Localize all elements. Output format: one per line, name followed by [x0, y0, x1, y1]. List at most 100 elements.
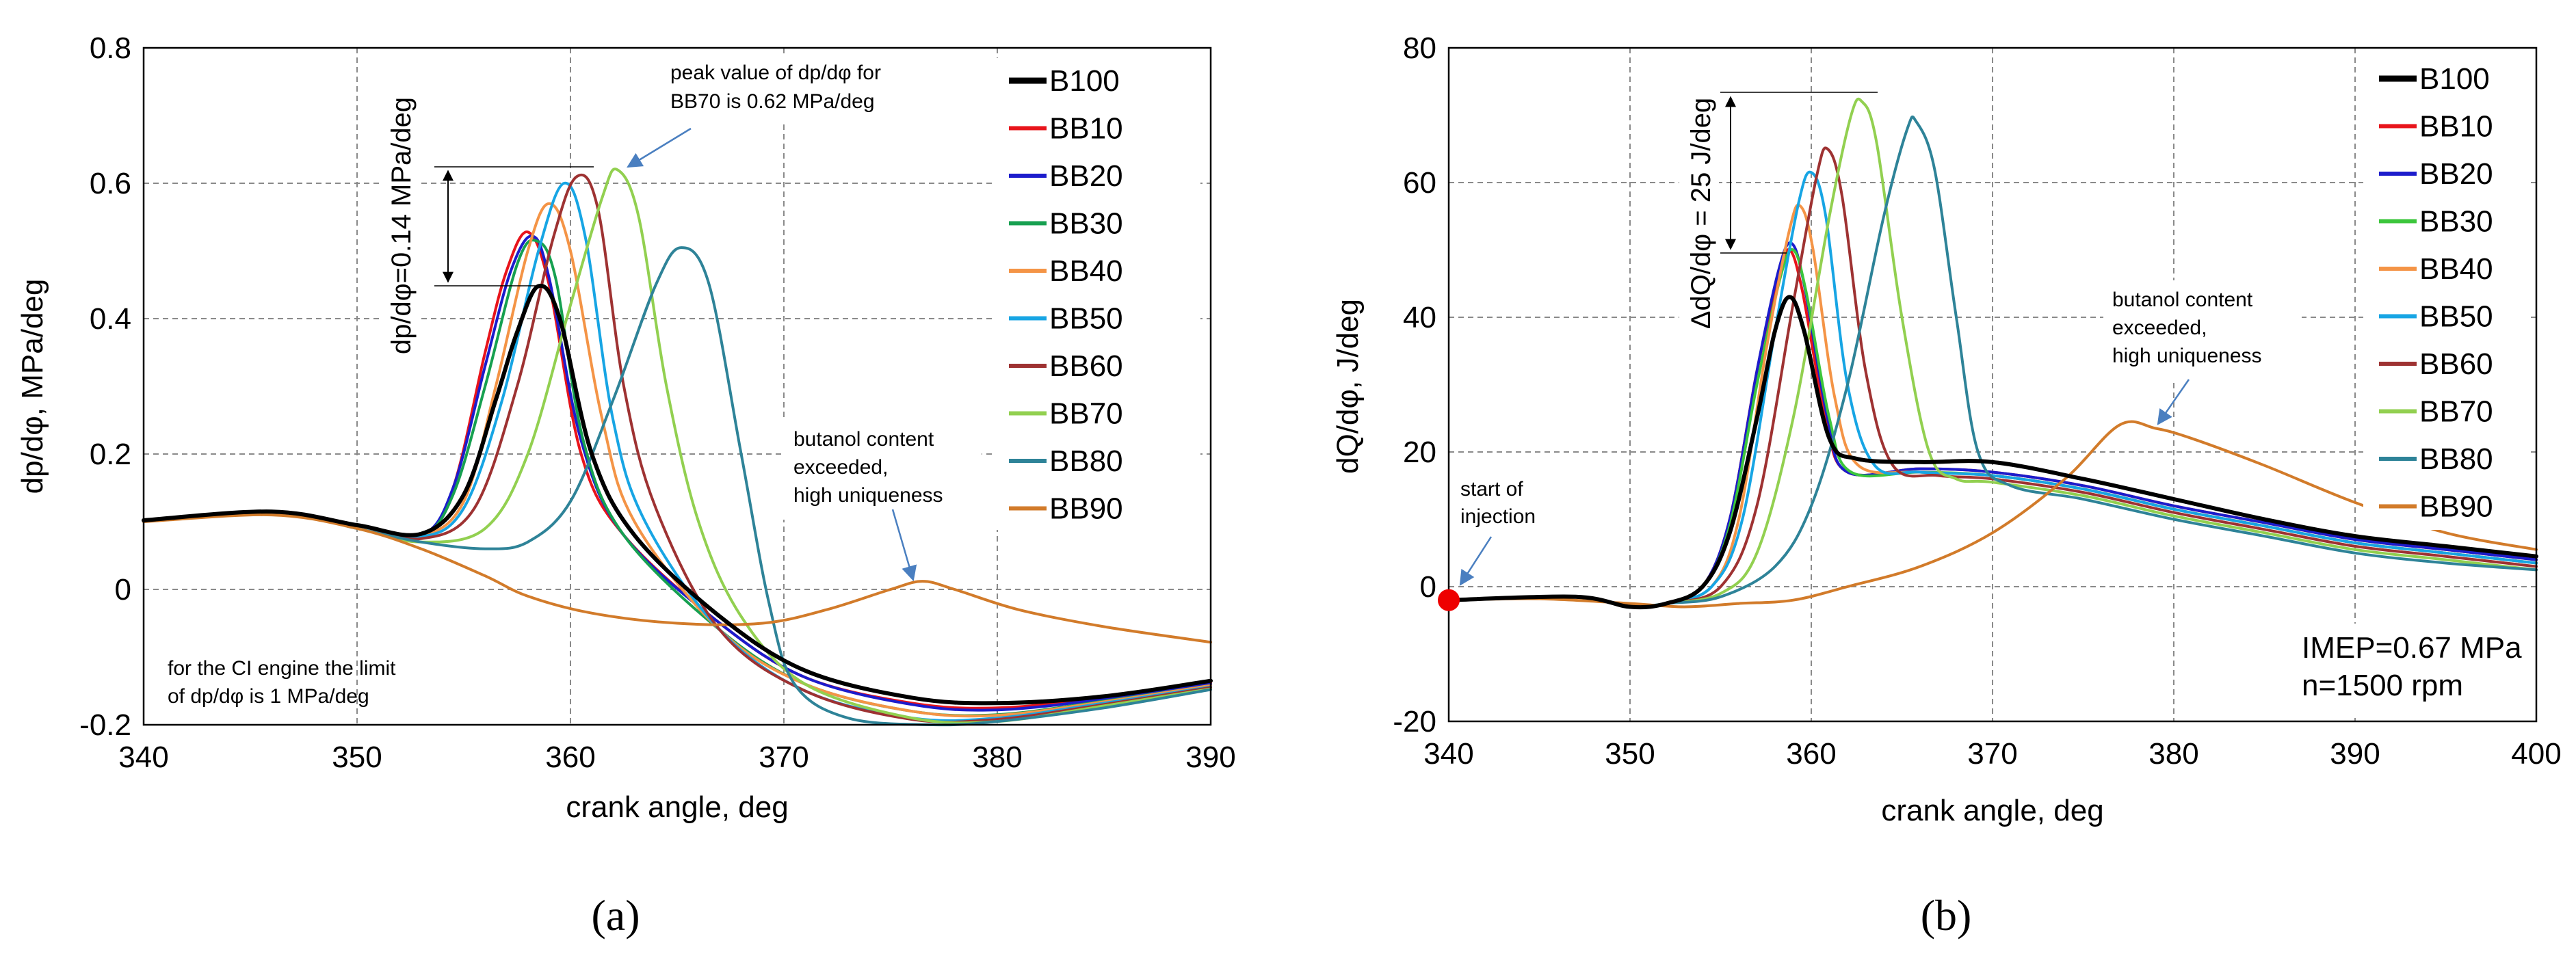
chart-b-x-tick-label: 380 [2148, 737, 2198, 771]
delta-label-background [380, 68, 419, 379]
chart-a-legend-label-bb70: BB70 [1049, 397, 1123, 431]
imep-label: IMEP=0.67 MPa [2302, 631, 2522, 665]
chart-a-series [142, 168, 1213, 727]
chart-a-legend-box [995, 58, 1200, 530]
chart-a-legend-label-b100: B100 [1049, 64, 1120, 98]
chart-b-grid [1449, 48, 2536, 721]
chart-b-y-tick-label: 20 [1403, 436, 1436, 469]
injection-start-marker [1438, 589, 1460, 611]
chart-b-x-tick-label: 400 [2511, 737, 2561, 771]
chart-a-x-tick-label: 390 [1185, 741, 1235, 774]
chart-b-y-tick-label: -20 [1393, 705, 1436, 738]
start-note-line1: start of [1460, 478, 1523, 501]
chart-b-legend-label-bb60: BB60 [2419, 347, 2493, 381]
delta-label: dp/dφ=0.14 MPa/deg [386, 97, 417, 354]
chart-b-series-bb70 [1447, 97, 2538, 609]
butanol-note-b-line2: exceeded, [2112, 317, 2207, 339]
chart-a-series-bb90 [142, 513, 1212, 644]
chart-b-x-tick-label: 340 [1423, 737, 1473, 771]
chart-b-x-ticks: 340 350 360 370 380 390 400 [1423, 737, 2561, 771]
chart-a-legend-label-bb20: BB20 [1049, 159, 1123, 193]
butanol-note-a-line3: high uniqueness [793, 484, 943, 507]
chart-a-y-tick-label: 0.6 [90, 167, 131, 200]
chart-a-legend-label-bb50: BB50 [1049, 302, 1123, 336]
chart-b-y-tick-label: 40 [1403, 301, 1436, 334]
panel-label-a: (a) [591, 891, 640, 939]
butanol-note-a-line1: butanol content [793, 428, 934, 451]
chart-a-legend-label-bb10: BB10 [1049, 112, 1123, 146]
start-note-arrow [1459, 536, 1493, 586]
chart-b-series-b100 [1447, 295, 2538, 610]
chart-a-plot-frame [142, 46, 1212, 726]
chart-b-annotations: ΔdQ/dφ = 25 J/deg start of injection but… [1451, 65, 2527, 716]
chart-a-legend-label-bb80: BB80 [1049, 444, 1123, 478]
chart-b-y-tick-label: 80 [1403, 31, 1436, 65]
chart-a-y-tick-label: 0.4 [90, 302, 131, 336]
chart-b-x-tick-label: 390 [2330, 737, 2380, 771]
chart-b-legend-label-bb90: BB90 [2419, 490, 2493, 524]
chart-b-x-axis-label: crank angle, deg [1881, 794, 2103, 827]
chart-b-y-tick-label: 0 [1420, 570, 1436, 604]
chart-a-series-b100 [142, 283, 1213, 706]
start-note-background [1451, 472, 1547, 533]
chart-a-y-tick-label: 0.2 [90, 438, 131, 471]
chart-b: 340 350 360 370 380 390 400 -20 0 20 40 60 80 crank… [1331, 31, 2562, 939]
chart-a-x-tick-label: 360 [545, 741, 595, 774]
chart-a-x-tick-label: 350 [332, 741, 382, 774]
chart-a-y-axis-label: dp/dφ, MPa/deg [16, 279, 49, 494]
chart-b-plot-frame [1447, 46, 2538, 723]
chart-a-legend-label-bb30: BB30 [1049, 207, 1123, 241]
chart-a-x-ticks: 340 350 360 370 380 390 [118, 741, 1235, 774]
butanol-note-a-arrow [891, 509, 917, 582]
peak-note-background [660, 55, 934, 120]
butanol-note-b-background [2103, 280, 2302, 379]
panel-label-b: (b) [1921, 891, 1972, 939]
chart-a-annotations: dp/dφ=0.14 MPa/deg peak value of dp/dφ f… [168, 55, 982, 708]
delta-b-label: ΔdQ/dφ = 25 J/deg [1686, 98, 1716, 329]
chart-b-legend-label-bb10: BB10 [2419, 110, 2493, 144]
chart-a-legend-label-bb60: BB60 [1049, 349, 1123, 383]
chart-b-y-ticks: -20 0 20 40 60 80 [1393, 31, 1436, 738]
chart-a-x-axis-label: crank angle, deg [566, 790, 788, 824]
chart-a: 340 350 360 370 380 390 -0.2 0 0.2 0.4 0.6 0.8 cra… [16, 31, 1236, 939]
chart-b-legend: B100 BB10 BB20 BB30 BB40 BB50 BB60 BB70 BB80 BB90 [2363, 58, 2527, 530]
peak-note-line1: peak value of dp/dφ for [670, 62, 881, 84]
chart-b-series-bb80 [1447, 115, 2538, 609]
butanol-note-b-line1: butanol content [2112, 289, 2253, 311]
chart-a-x-tick-label: 340 [118, 741, 168, 774]
butanol-note-b-line3: high uniqueness [2112, 345, 2262, 367]
chart-b-legend-label-bb50: BB50 [2419, 300, 2493, 334]
chart-b-legend-label-b100: B100 [2419, 62, 2490, 96]
chart-b-legend-label-bb80: BB80 [2419, 442, 2493, 476]
chart-b-legend-box [2363, 58, 2527, 530]
speed-label: n=1500 rpm [2302, 669, 2463, 702]
chart-b-series [1447, 97, 2538, 610]
chart-a-legend-label-bb90: BB90 [1049, 492, 1123, 526]
chart-a-y-tick-label: -0.2 [79, 708, 131, 742]
delta-b-label-background [1679, 65, 1719, 362]
chart-b-x-tick-label: 360 [1786, 737, 1836, 771]
chart-a-x-tick-label: 380 [972, 741, 1022, 774]
chart-b-legend-label-bb70: BB70 [2419, 395, 2493, 429]
chart-b-y-tick-label: 60 [1403, 166, 1436, 200]
chart-b-legend-label-bb30: BB30 [2419, 205, 2493, 239]
chart-b-x-tick-label: 350 [1605, 737, 1655, 771]
peak-note-line2: BB70 is 0.62 MPa/deg [670, 90, 875, 113]
chart-a-legend-label-bb40: BB40 [1049, 254, 1123, 288]
start-note-line2: injection [1460, 505, 1536, 528]
chart-b-y-axis-label: dQ/dφ, J/deg [1331, 299, 1365, 474]
chart-a-y-tick-label: 0 [115, 573, 131, 606]
butanol-note-a-background [783, 421, 982, 520]
chart-a-x-tick-label: 370 [759, 741, 809, 774]
chart-a-legend: B100 BB10 BB20 BB30 BB40 BB50 BB60 BB70 BB80 BB90 [995, 58, 1200, 530]
chart-a-y-tick-label: 0.8 [90, 31, 131, 65]
condition-box [2285, 624, 2527, 716]
peak-note-arrow [627, 127, 692, 168]
chart-b-legend-label-bb20: BB20 [2419, 157, 2493, 191]
chart-b-legend-label-bb40: BB40 [2419, 252, 2493, 286]
butanol-note-a-line2: exceeded, [793, 456, 888, 479]
chart-b-x-tick-label: 370 [1967, 737, 2017, 771]
chart-a-y-ticks: -0.2 0 0.2 0.4 0.6 0.8 [79, 31, 131, 742]
butanol-note-b-arrow [2157, 379, 2190, 425]
